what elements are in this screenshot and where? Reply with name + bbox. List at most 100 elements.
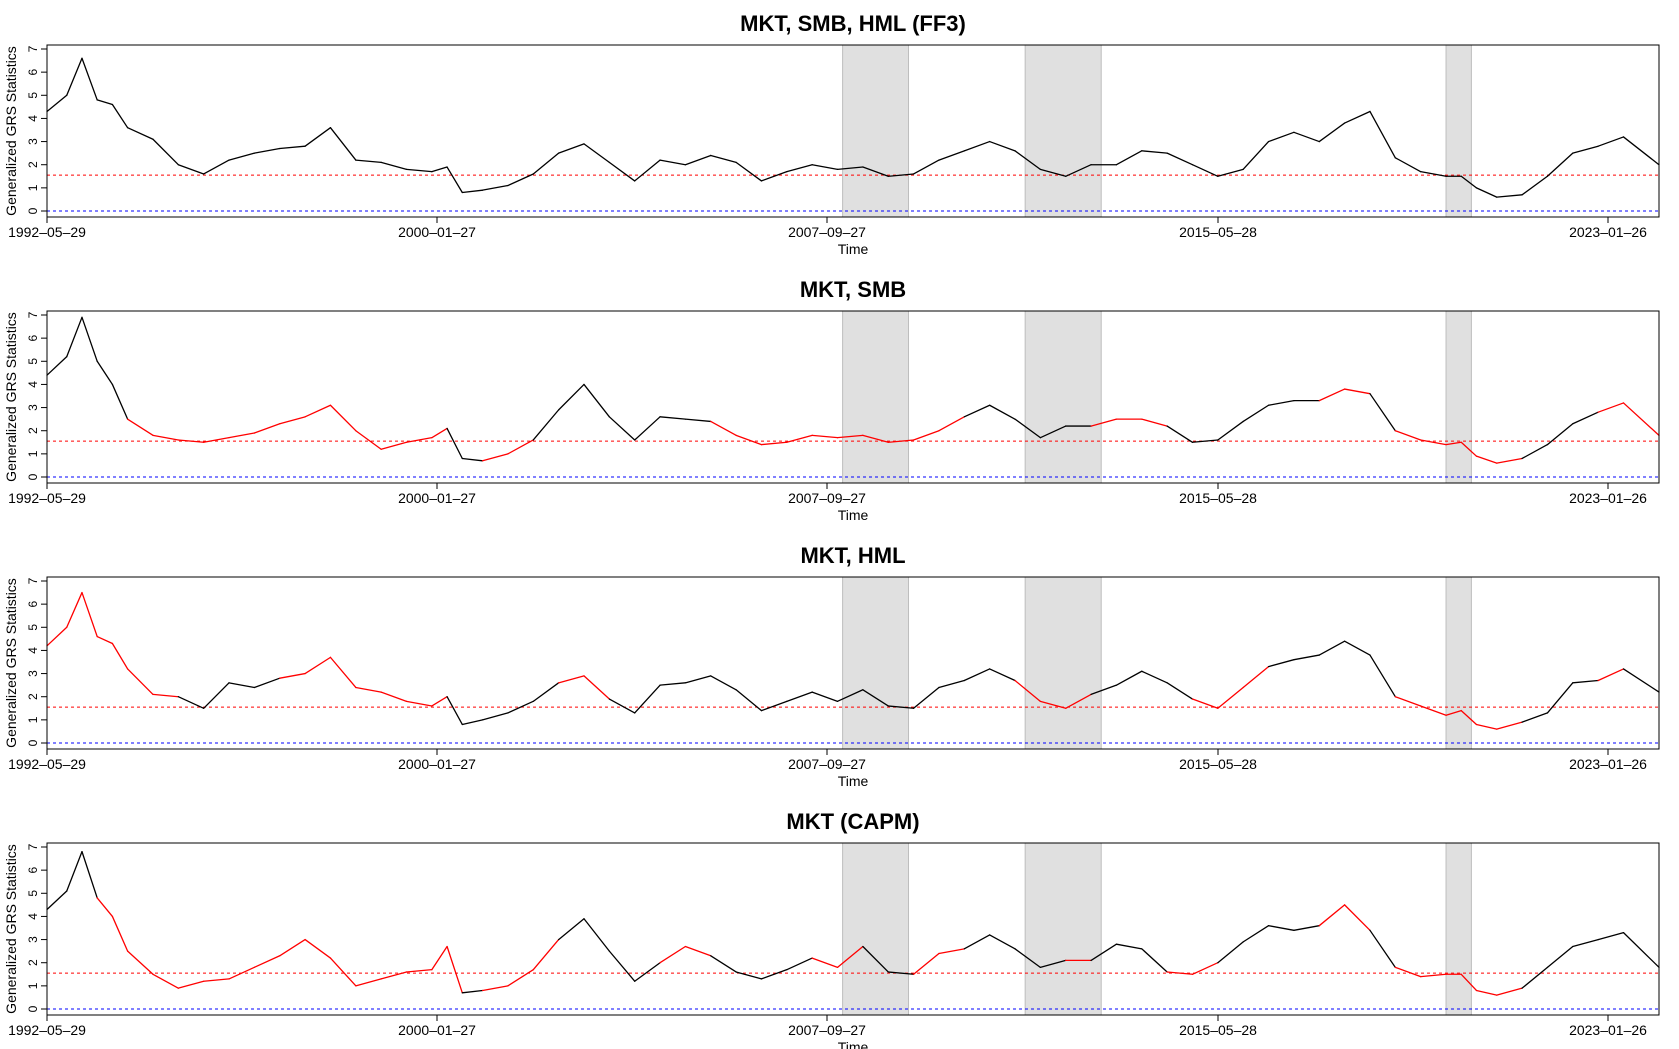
y-tick-label: 6 (26, 866, 40, 873)
series-segment (1065, 164, 1092, 177)
series-segment (1521, 712, 1549, 723)
plot-frame (46, 842, 1660, 1016)
series-segment (461, 457, 484, 462)
series-segment (279, 416, 306, 425)
series-segment (1318, 122, 1346, 143)
series-segment (1622, 668, 1660, 693)
series-segment (1065, 693, 1092, 709)
series-segment (887, 705, 915, 709)
series-segment (760, 171, 788, 182)
series-segment (1242, 665, 1270, 689)
series-segment (253, 677, 281, 689)
series-segment (355, 978, 382, 987)
x-tick-label: 1992–05–29 (8, 1022, 86, 1038)
x-tick-label: 1992–05–29 (8, 224, 86, 240)
shaded-period-3 (1445, 310, 1472, 484)
series-segment (1597, 136, 1625, 147)
panel-1: MKT, SMB, HML (FF3) 0 1 2 3 4 5 6 7 1992–05–29 200… (3, 11, 1660, 257)
series-segment (481, 453, 509, 462)
series-segment (279, 672, 306, 679)
series-segment (659, 416, 687, 420)
series-1 (46, 591, 1660, 730)
series-segment (461, 989, 484, 994)
y-tick-label: 2 (26, 693, 40, 700)
series-segment (1039, 425, 1067, 439)
series-segment (608, 698, 636, 714)
series-segment (1597, 402, 1625, 413)
series-segment (203, 437, 230, 443)
series-segment (557, 143, 585, 154)
x-tick-label: 2015–05–28 (1179, 756, 1257, 772)
y-tick-label: 1 (26, 982, 40, 989)
series-segment (304, 938, 332, 959)
series-segment (532, 152, 560, 175)
x-axis-label: Time (838, 241, 869, 257)
series-segment (253, 147, 281, 154)
series-segment (887, 971, 915, 975)
series-segment (912, 686, 940, 709)
series-1 (46, 57, 1660, 198)
series-segment (1318, 904, 1346, 927)
series-segment (1445, 441, 1462, 446)
plot-frame (46, 44, 1660, 218)
series-segment (710, 154, 737, 164)
series-segment (177, 439, 205, 443)
series-segment (836, 434, 864, 439)
series-segment (228, 966, 256, 980)
series-segment (46, 356, 68, 376)
y-tick-label: 3 (26, 936, 40, 943)
series-segment (431, 945, 448, 971)
series-segment (1420, 705, 1447, 716)
series-segment (1141, 948, 1168, 973)
series-segment (811, 957, 839, 968)
shaded-period-2 (1024, 576, 1102, 750)
series-segment (1090, 418, 1118, 427)
panel-2: MKT, SMB 0 1 2 3 4 5 6 7 1992–05–29 2000–01–27 2007… (3, 277, 1660, 523)
series-segment (177, 696, 205, 709)
y-tick-label: 0 (26, 207, 40, 214)
series-segment (46, 626, 68, 647)
series-1 (46, 850, 1660, 996)
x-tick-label: 2015–05–28 (1179, 490, 1257, 506)
y-tick-label: 4 (26, 647, 40, 654)
series-segment (1293, 925, 1320, 931)
series-segment (1420, 171, 1447, 177)
series-segment (1014, 418, 1042, 439)
series-segment (989, 140, 1016, 152)
series-segment (811, 434, 839, 439)
series-segment (380, 161, 408, 170)
x-tick-label: 2023–01–26 (1569, 756, 1647, 772)
series-segment (1293, 654, 1320, 661)
series-segment (1546, 152, 1574, 177)
series-segment (532, 409, 560, 441)
series-segment (532, 938, 560, 971)
series-segment (81, 850, 98, 899)
series-segment (557, 383, 585, 411)
series-segment (710, 955, 737, 973)
series-segment (938, 150, 965, 161)
series-segment (1191, 962, 1219, 975)
series-segment (177, 164, 205, 175)
series-segment (1242, 925, 1270, 943)
series-segment (1622, 402, 1660, 436)
series-segment (1141, 418, 1168, 427)
series-segment (1460, 441, 1478, 457)
series-segment (634, 416, 661, 441)
y-tick-label: 5 (26, 358, 40, 365)
y-tick-label: 3 (26, 670, 40, 677)
series-segment (152, 973, 179, 989)
series-segment (507, 439, 534, 455)
series-segment (1267, 399, 1295, 406)
series-segment (481, 712, 509, 721)
series-segment (557, 918, 585, 941)
series-segment (66, 591, 83, 628)
series-segment (989, 404, 1016, 420)
series-segment (1394, 966, 1422, 978)
x-axis-label: Time (838, 1039, 869, 1049)
series-segment (446, 427, 463, 460)
series-segment (912, 430, 940, 441)
series-segment (786, 957, 813, 971)
series-segment (912, 159, 940, 175)
series-segment (836, 689, 864, 702)
series-segment (431, 166, 448, 173)
